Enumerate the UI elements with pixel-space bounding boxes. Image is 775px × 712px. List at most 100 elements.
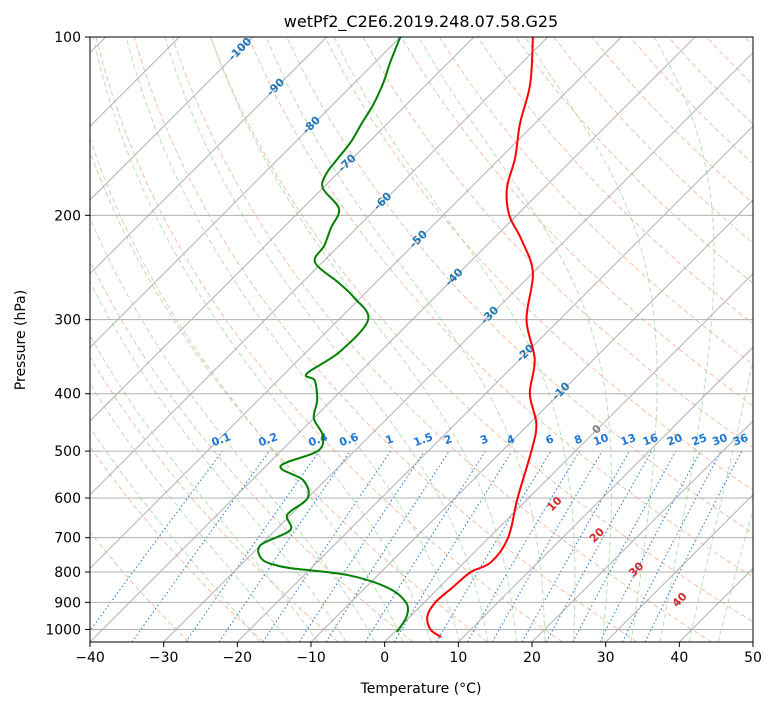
- dry-adiabat: [592, 37, 775, 642]
- moist-adiabat: [525, 37, 657, 642]
- mixing-ratio-label: 4: [505, 432, 517, 447]
- mixing-ratio-label: 13: [619, 431, 638, 448]
- isotherm-label: -70: [335, 151, 358, 174]
- mixing-ratio-label: 3: [478, 432, 490, 447]
- mixing-ratio-label: 0.2: [257, 430, 280, 449]
- y-tick-label: 700: [54, 531, 81, 547]
- mixing-ratio-label: 8: [572, 432, 584, 447]
- dry-adiabat: [0, 37, 264, 642]
- dry-adiabat: [0, 37, 338, 642]
- y-tick-label: 500: [54, 444, 81, 460]
- positive-temp-label: 20: [587, 525, 607, 545]
- y-tick-label: 1000: [45, 622, 81, 638]
- background-lines: [0, 37, 775, 642]
- isotherm-line: [679, 37, 775, 642]
- isotherm-line: [0, 37, 474, 642]
- mixing-ratio-label: 0.6: [338, 430, 361, 449]
- mixing-ratio-label: 1: [384, 432, 396, 447]
- moist-adiabat: [0, 37, 318, 642]
- mixing-ratio-line: [263, 451, 391, 642]
- mixing-ratio-line: [546, 451, 651, 642]
- moist-adiabat: [654, 37, 714, 642]
- x-tick-label: 40: [670, 650, 688, 666]
- moist-adiabat: [93, 37, 431, 642]
- mixing-ratio-label: 20: [665, 431, 684, 449]
- temperature-line: [427, 37, 536, 637]
- moist-adiabat: [419, 37, 612, 642]
- dry-adiabat: [58, 37, 488, 642]
- y-axis-ticks: 1000 900 800 700 600 500 400 300 200 100: [45, 30, 90, 638]
- dry-adiabat: [707, 37, 775, 642]
- mixing-ratio-label: 0.1: [210, 430, 233, 449]
- mixing-ratio-label: 16: [641, 431, 660, 449]
- mixing-ratio-label: 6: [544, 432, 556, 447]
- mixing-ratio-line: [436, 451, 551, 642]
- mixing-ratio-label: 2: [442, 432, 454, 447]
- positive-temp-label: 10: [545, 494, 565, 514]
- dry-adiabat: [134, 37, 637, 642]
- dry-adiabat: [172, 37, 711, 642]
- dry-adiabat: [516, 37, 775, 642]
- mixing-ratio-line: [326, 451, 449, 642]
- moist-adiabat: [211, 37, 517, 642]
- isotherm-label: -90: [264, 75, 287, 98]
- isotherm-label: -30: [478, 303, 501, 326]
- y-tick-label: 300: [54, 313, 81, 329]
- isotherm-line: [753, 37, 775, 642]
- positive-temp-label: 30: [626, 559, 646, 579]
- isotherm-line: [0, 37, 327, 642]
- mixing-ratio-label: 1.5: [412, 430, 435, 449]
- mixing-ratio-line: [219, 451, 350, 642]
- mixing-ratio-line: [299, 451, 424, 642]
- mixing-ratio-line: [600, 451, 701, 642]
- x-tick-label: 0: [380, 650, 389, 666]
- isotherm-label: -50: [407, 227, 430, 250]
- isotherm-line: [385, 37, 775, 642]
- isotherm-line: [0, 37, 400, 642]
- dry-adiabat: [554, 37, 775, 642]
- isotherm-line: [164, 37, 769, 642]
- isotherm-label: -100: [226, 35, 255, 64]
- chart-title: wetPf2_C2E6.2019.248.07.58.G25: [284, 12, 558, 32]
- x-tick-label: −20: [223, 650, 253, 666]
- x-axis-label: Temperature (°C): [360, 681, 482, 697]
- y-tick-label: 900: [54, 595, 81, 611]
- y-tick-label: 100: [54, 30, 81, 46]
- y-tick-label: 400: [54, 387, 81, 403]
- mixing-ratio-label: 25: [690, 431, 709, 448]
- isotherm-line: [90, 37, 695, 642]
- y-axis-label: Pressure (hPa): [13, 290, 29, 390]
- dry-adiabat: [363, 37, 775, 642]
- x-tick-label: 30: [597, 650, 615, 666]
- isotherm-line: [458, 37, 775, 642]
- x-tick-label: −40: [75, 650, 105, 666]
- dry-adiabat: [668, 37, 775, 642]
- mixing-ratio-label: 0.4: [307, 430, 330, 449]
- dry-adiabat: [745, 37, 775, 642]
- x-tick-label: 20: [523, 650, 541, 666]
- moist-adiabat: [38, 37, 375, 642]
- positive-temp-label: 40: [670, 590, 690, 610]
- mixing-ratio-line: [622, 451, 721, 642]
- isotherm-line: [311, 37, 775, 642]
- dry-adiabat: [478, 37, 775, 642]
- moist-adiabat: [165, 37, 488, 642]
- y-tick-label: 200: [54, 208, 81, 224]
- mixing-ratio-label: 36: [731, 431, 750, 449]
- y-tick-label: 800: [54, 565, 81, 581]
- moist-adiabat: [689, 37, 775, 642]
- mixing-ratio-line: [82, 451, 223, 642]
- isotherm-line: [0, 37, 253, 642]
- mixing-ratio-line: [573, 451, 676, 642]
- y-tick-label: 600: [54, 491, 81, 507]
- dewpoint-line: [258, 37, 408, 632]
- x-tick-label: −10: [296, 650, 326, 666]
- isotherm-line: [532, 37, 775, 642]
- x-tick-label: −30: [149, 650, 179, 666]
- x-tick-label: 50: [744, 650, 762, 666]
- moist-adiabat: [718, 37, 775, 642]
- mixing-ratio-label: 30: [710, 431, 729, 449]
